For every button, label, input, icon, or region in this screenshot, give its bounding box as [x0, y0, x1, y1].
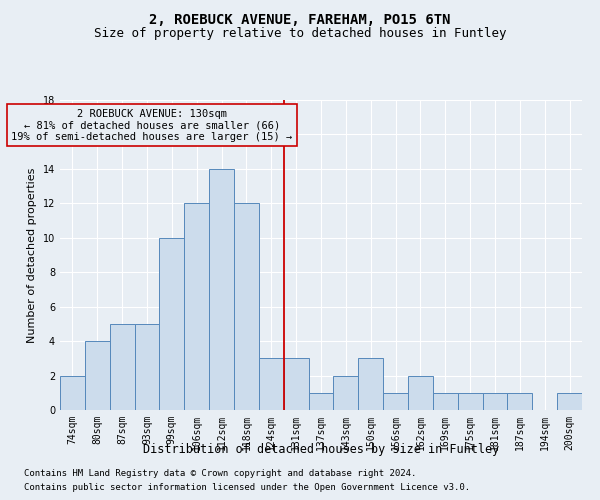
Bar	[433, 393, 458, 410]
Bar	[209, 169, 234, 410]
Bar	[408, 376, 433, 410]
Bar	[383, 393, 408, 410]
Y-axis label: Number of detached properties: Number of detached properties	[27, 168, 37, 342]
Text: Distribution of detached houses by size in Funtley: Distribution of detached houses by size …	[143, 442, 499, 456]
Bar	[284, 358, 308, 410]
Text: Contains HM Land Registry data © Crown copyright and database right 2024.: Contains HM Land Registry data © Crown c…	[24, 468, 416, 477]
Bar	[60, 376, 85, 410]
Bar	[234, 204, 259, 410]
Bar	[482, 393, 508, 410]
Bar	[557, 393, 582, 410]
Bar	[458, 393, 482, 410]
Bar	[508, 393, 532, 410]
Bar	[334, 376, 358, 410]
Bar	[184, 204, 209, 410]
Text: 2 ROEBUCK AVENUE: 130sqm
← 81% of detached houses are smaller (66)
19% of semi-d: 2 ROEBUCK AVENUE: 130sqm ← 81% of detach…	[11, 108, 293, 142]
Bar	[85, 341, 110, 410]
Bar	[160, 238, 184, 410]
Text: Contains public sector information licensed under the Open Government Licence v3: Contains public sector information licen…	[24, 484, 470, 492]
Bar	[110, 324, 134, 410]
Text: Size of property relative to detached houses in Funtley: Size of property relative to detached ho…	[94, 28, 506, 40]
Bar	[259, 358, 284, 410]
Text: 2, ROEBUCK AVENUE, FAREHAM, PO15 6TN: 2, ROEBUCK AVENUE, FAREHAM, PO15 6TN	[149, 12, 451, 26]
Bar	[308, 393, 334, 410]
Bar	[358, 358, 383, 410]
Bar	[134, 324, 160, 410]
